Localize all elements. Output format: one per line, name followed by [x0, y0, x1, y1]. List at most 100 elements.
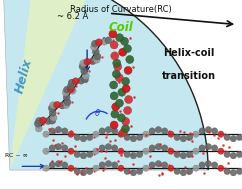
- Circle shape: [122, 85, 130, 93]
- Circle shape: [180, 153, 187, 159]
- Circle shape: [149, 145, 155, 151]
- Circle shape: [49, 145, 55, 151]
- Circle shape: [91, 43, 98, 50]
- Circle shape: [110, 41, 118, 49]
- Circle shape: [49, 117, 56, 124]
- Circle shape: [130, 136, 137, 142]
- Circle shape: [94, 53, 101, 60]
- Circle shape: [93, 148, 99, 154]
- Circle shape: [117, 114, 125, 122]
- Circle shape: [212, 128, 218, 134]
- Wedge shape: [10, 0, 91, 170]
- Circle shape: [93, 131, 99, 137]
- Circle shape: [112, 128, 118, 134]
- Circle shape: [115, 74, 123, 82]
- Circle shape: [105, 160, 112, 167]
- Circle shape: [78, 77, 85, 84]
- Circle shape: [180, 136, 187, 142]
- Circle shape: [193, 148, 199, 154]
- Circle shape: [115, 99, 123, 107]
- Circle shape: [99, 162, 105, 168]
- Text: Coil: Coil: [109, 21, 133, 34]
- Circle shape: [36, 117, 43, 124]
- Circle shape: [86, 134, 93, 141]
- Circle shape: [126, 56, 134, 64]
- Circle shape: [116, 34, 124, 42]
- Circle shape: [43, 165, 49, 171]
- Circle shape: [50, 114, 57, 121]
- Circle shape: [55, 126, 62, 133]
- Circle shape: [212, 162, 218, 168]
- Circle shape: [149, 128, 155, 134]
- Circle shape: [218, 148, 224, 154]
- Circle shape: [61, 128, 68, 134]
- Circle shape: [49, 109, 56, 116]
- Circle shape: [110, 92, 118, 100]
- Circle shape: [55, 160, 62, 167]
- Circle shape: [101, 38, 108, 45]
- Circle shape: [193, 131, 199, 137]
- Text: Helix: Helix: [13, 57, 35, 94]
- Circle shape: [61, 145, 68, 151]
- Circle shape: [161, 128, 168, 134]
- Circle shape: [80, 170, 87, 176]
- Circle shape: [121, 77, 129, 85]
- Circle shape: [174, 151, 180, 158]
- Circle shape: [168, 148, 174, 154]
- Circle shape: [120, 128, 128, 136]
- Circle shape: [50, 102, 57, 109]
- Circle shape: [118, 165, 124, 171]
- Circle shape: [110, 121, 118, 129]
- Circle shape: [68, 131, 74, 137]
- Circle shape: [49, 128, 55, 134]
- Circle shape: [43, 148, 49, 154]
- Circle shape: [80, 153, 87, 159]
- Circle shape: [124, 134, 130, 141]
- Circle shape: [45, 118, 52, 125]
- Circle shape: [99, 145, 105, 151]
- Circle shape: [123, 45, 131, 53]
- Circle shape: [80, 136, 87, 142]
- Circle shape: [35, 125, 42, 132]
- Circle shape: [80, 60, 87, 67]
- Text: ~ 6.2 Å: ~ 6.2 Å: [57, 12, 88, 21]
- Circle shape: [124, 106, 132, 115]
- Circle shape: [84, 58, 91, 65]
- Circle shape: [74, 168, 80, 175]
- Circle shape: [199, 145, 205, 151]
- Circle shape: [61, 162, 68, 168]
- Circle shape: [72, 78, 79, 85]
- Circle shape: [143, 148, 149, 154]
- Wedge shape: [3, 0, 208, 170]
- Circle shape: [168, 131, 174, 137]
- Circle shape: [69, 87, 76, 94]
- Circle shape: [149, 162, 155, 168]
- Circle shape: [113, 59, 121, 67]
- Circle shape: [53, 101, 60, 108]
- Circle shape: [40, 117, 46, 124]
- Circle shape: [186, 151, 193, 158]
- Circle shape: [168, 165, 174, 171]
- Circle shape: [224, 151, 230, 158]
- Circle shape: [48, 105, 55, 112]
- Text: Radius of Curvature(RC): Radius of Curvature(RC): [70, 5, 172, 14]
- Circle shape: [119, 48, 127, 56]
- Circle shape: [125, 96, 133, 104]
- Circle shape: [205, 126, 212, 133]
- Circle shape: [180, 170, 187, 176]
- Circle shape: [111, 110, 119, 118]
- Circle shape: [79, 63, 86, 70]
- Circle shape: [155, 160, 162, 167]
- Circle shape: [136, 151, 143, 158]
- Circle shape: [224, 168, 230, 175]
- Text: Helix-coil: Helix-coil: [163, 48, 214, 58]
- Circle shape: [81, 68, 88, 75]
- Circle shape: [105, 143, 112, 150]
- Circle shape: [174, 134, 180, 141]
- Circle shape: [118, 88, 126, 96]
- Circle shape: [230, 153, 236, 159]
- Circle shape: [174, 168, 180, 175]
- Circle shape: [91, 40, 98, 47]
- Circle shape: [63, 94, 70, 101]
- Circle shape: [199, 128, 205, 134]
